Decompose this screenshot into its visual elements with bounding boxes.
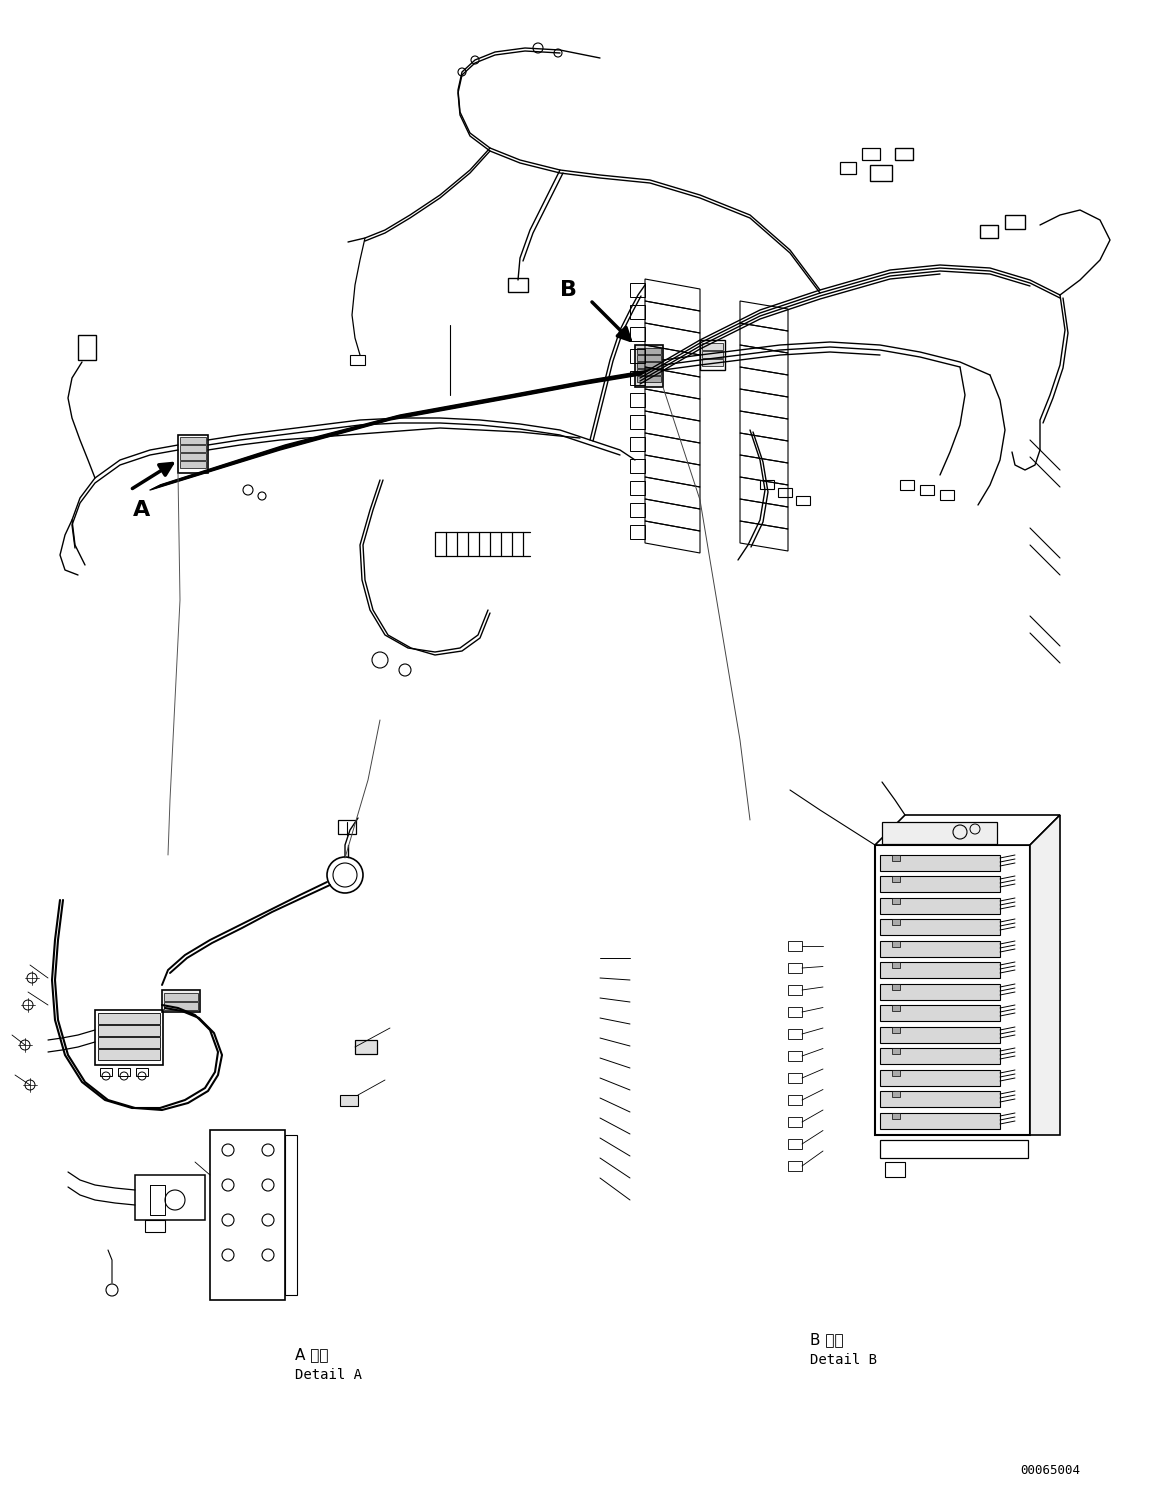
Bar xyxy=(135,1176,205,1220)
Bar xyxy=(882,821,997,844)
Bar xyxy=(285,1135,297,1295)
Bar xyxy=(892,1004,900,1010)
Bar xyxy=(896,147,913,161)
Bar xyxy=(637,369,661,375)
Bar xyxy=(880,1113,1000,1129)
Bar xyxy=(338,820,356,833)
Bar xyxy=(789,963,802,973)
Bar xyxy=(778,488,792,497)
Bar xyxy=(870,165,892,182)
Bar xyxy=(880,1070,1000,1086)
Bar xyxy=(789,1138,802,1149)
Bar xyxy=(880,1004,1000,1021)
Bar xyxy=(162,990,200,1012)
Bar xyxy=(892,856,900,862)
Bar xyxy=(211,1129,285,1301)
Bar xyxy=(892,1070,900,1076)
Bar xyxy=(880,984,1000,1000)
Bar xyxy=(840,162,856,174)
Bar xyxy=(892,1113,900,1119)
Bar xyxy=(880,963,1000,978)
Bar xyxy=(892,1027,900,1033)
Bar xyxy=(892,940,900,946)
Bar xyxy=(100,1068,112,1076)
Bar xyxy=(892,1048,900,1054)
Bar xyxy=(980,225,998,238)
Bar xyxy=(940,490,954,500)
Bar xyxy=(880,1027,1000,1043)
Bar xyxy=(355,1040,377,1054)
Bar xyxy=(862,147,880,161)
Bar xyxy=(180,437,206,443)
Bar xyxy=(136,1068,148,1076)
Text: B 詳細: B 詳細 xyxy=(809,1332,843,1348)
Bar xyxy=(892,876,900,882)
Text: Detail B: Detail B xyxy=(809,1353,877,1367)
Bar xyxy=(789,940,802,951)
Polygon shape xyxy=(875,815,1059,845)
Bar xyxy=(892,920,900,926)
Bar xyxy=(117,1068,130,1076)
Bar xyxy=(880,1091,1000,1107)
Bar xyxy=(702,344,723,350)
Bar xyxy=(880,920,1000,934)
Bar xyxy=(508,278,528,292)
Text: B: B xyxy=(559,280,577,301)
Text: A 詳細: A 詳細 xyxy=(295,1348,328,1363)
Bar xyxy=(98,1025,160,1036)
Bar xyxy=(885,1162,905,1177)
Bar xyxy=(880,897,1000,914)
Bar xyxy=(95,1010,163,1065)
Bar xyxy=(789,1095,802,1106)
Bar xyxy=(789,1030,802,1039)
Bar xyxy=(164,1001,198,1010)
Bar xyxy=(637,362,661,368)
Text: A: A xyxy=(134,500,151,519)
Bar xyxy=(789,1007,802,1016)
Bar xyxy=(637,356,661,362)
Bar xyxy=(340,1095,358,1106)
Bar xyxy=(789,1161,802,1171)
Bar xyxy=(635,345,663,387)
Bar xyxy=(789,985,802,995)
Bar xyxy=(98,1013,160,1024)
Bar xyxy=(892,1091,900,1097)
Bar xyxy=(98,1037,160,1048)
Bar xyxy=(880,856,1000,870)
Bar xyxy=(178,434,208,473)
Bar xyxy=(350,356,365,365)
Bar xyxy=(180,461,206,469)
Bar xyxy=(637,376,661,382)
Bar xyxy=(145,1220,165,1232)
Bar xyxy=(789,1117,802,1126)
Bar xyxy=(180,452,206,460)
Bar xyxy=(789,1073,802,1083)
Bar xyxy=(892,897,900,905)
Bar xyxy=(702,351,723,359)
Bar xyxy=(880,1140,1028,1158)
Bar xyxy=(180,445,206,452)
Bar xyxy=(789,1051,802,1061)
Bar xyxy=(1005,214,1025,229)
Bar xyxy=(637,348,661,354)
Bar xyxy=(880,1048,1000,1064)
Bar xyxy=(700,339,725,371)
Bar xyxy=(759,481,775,490)
Bar xyxy=(900,481,914,490)
Bar xyxy=(880,940,1000,957)
Bar xyxy=(892,984,900,990)
Polygon shape xyxy=(1030,815,1059,1135)
Bar xyxy=(98,1049,160,1059)
Bar xyxy=(892,963,900,969)
Text: Detail A: Detail A xyxy=(295,1367,362,1382)
Bar xyxy=(702,359,723,366)
Bar xyxy=(875,845,1030,1135)
Text: 00065004: 00065004 xyxy=(1020,1464,1080,1476)
Bar xyxy=(920,485,934,496)
Bar xyxy=(78,335,97,360)
Bar xyxy=(880,876,1000,891)
Bar xyxy=(164,992,198,1001)
Bar xyxy=(795,496,809,504)
